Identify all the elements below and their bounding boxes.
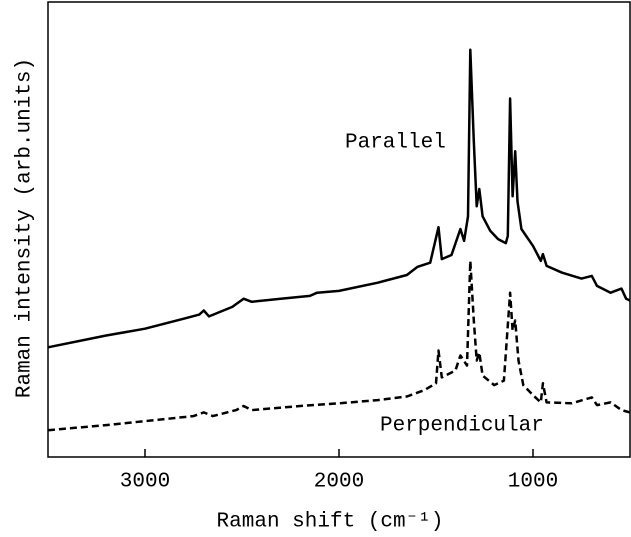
series-label: Parallel: [345, 132, 446, 155]
x-axis-label: Raman shift (cm⁻¹): [217, 511, 444, 534]
series-label: Perpendicular: [380, 415, 544, 438]
x-tick-label: 2000: [314, 471, 364, 494]
y-axis-label: Raman intensity (arb.units): [14, 58, 37, 398]
series-line: [47, 48, 631, 349]
x-tick-label: 3000: [120, 471, 170, 494]
series-line: [47, 259, 631, 432]
x-tick-label: 1000: [508, 471, 558, 494]
